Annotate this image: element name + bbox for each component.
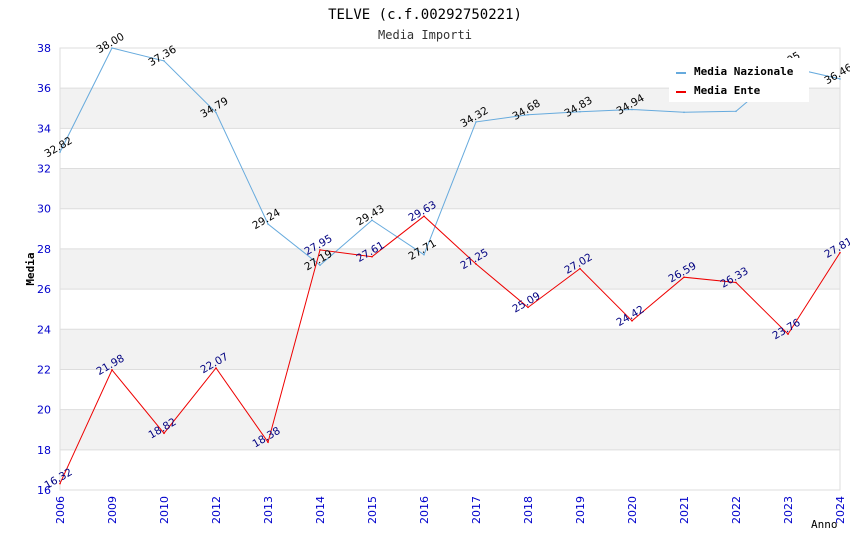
x-tick-label: 2015 <box>366 496 379 524</box>
x-tick-label: 2006 <box>54 496 67 524</box>
x-tick-label: 2020 <box>626 496 639 524</box>
x-tick-label: 2019 <box>574 496 587 524</box>
data-point <box>59 482 61 485</box>
x-tick-label: 2012 <box>210 496 223 524</box>
y-tick-label: 24 <box>37 323 51 336</box>
data-point <box>423 253 425 256</box>
chart-subtitle: Media Importi <box>378 28 472 42</box>
data-point <box>631 108 633 111</box>
data-point <box>839 251 841 254</box>
y-tick-label: 36 <box>37 82 51 95</box>
x-tick-label: 2024 <box>834 496 847 524</box>
data-label: 29.24 <box>250 207 282 233</box>
x-tick-label: 2023 <box>782 496 795 524</box>
data-point <box>735 281 737 284</box>
data-point <box>839 78 841 80</box>
data-point <box>475 121 477 123</box>
series-line-nazionale <box>59 47 841 266</box>
x-tick-label: 2014 <box>314 496 327 524</box>
y-tick-label: 38 <box>37 42 51 55</box>
x-tick-label: 2021 <box>678 496 691 524</box>
legend: Media Nazionale Media Ente <box>669 58 809 102</box>
gridlines <box>60 47 840 491</box>
grid-bands <box>60 88 840 450</box>
plot-area-border <box>59 47 841 491</box>
data-point <box>267 441 269 443</box>
x-tick-label: 2017 <box>470 496 483 524</box>
data-point <box>683 276 685 279</box>
data-label: 37.36 <box>146 43 178 69</box>
data-point <box>475 263 477 265</box>
legend-label-ente: Media Ente <box>694 84 761 97</box>
data-point <box>579 267 581 270</box>
x-tick-label: 2013 <box>262 496 275 524</box>
y-axis-label: Media <box>24 252 37 285</box>
legend-box <box>669 58 809 102</box>
data-point <box>111 47 113 49</box>
series-line-ente <box>59 215 841 484</box>
legend-label-nazionale: Media Nazionale <box>694 65 794 78</box>
data-label: 36.46 <box>822 61 850 87</box>
x-tick-label: 2009 <box>106 496 119 524</box>
data-point <box>163 432 165 435</box>
x-tick-label: 2016 <box>418 496 431 524</box>
y-tick-label: 28 <box>37 243 51 256</box>
data-point <box>735 110 737 113</box>
x-axis-label: Anno <box>811 518 838 531</box>
data-point <box>371 219 373 221</box>
data-point <box>111 369 113 371</box>
data-point <box>787 333 789 335</box>
data-point <box>631 320 633 322</box>
x-tick-label: 2010 <box>158 496 171 524</box>
y-tick-label: 30 <box>37 203 51 216</box>
data-label: 16.32 <box>42 466 74 491</box>
data-point <box>319 264 321 266</box>
data-point <box>371 255 373 258</box>
grid-band <box>60 248 840 290</box>
grid-band <box>60 329 840 370</box>
y-tick-label: 32 <box>37 163 51 176</box>
data-point <box>163 60 165 62</box>
y-tick-label: 18 <box>37 444 51 457</box>
data-label: 32.82 <box>42 135 74 160</box>
data-point <box>423 215 425 217</box>
grid-band <box>60 409 840 450</box>
data-point <box>683 111 685 114</box>
y-tick-label: 22 <box>37 363 51 376</box>
data-label: 38.00 <box>94 31 126 56</box>
data-point <box>215 367 217 369</box>
data-point <box>267 223 269 225</box>
series-lines <box>59 47 841 485</box>
data-point <box>527 306 529 309</box>
data-point <box>579 110 581 113</box>
x-tick-label: 2018 <box>522 496 535 524</box>
y-tick-label: 34 <box>37 122 51 135</box>
y-tick-label: 26 <box>37 283 51 296</box>
y-tick-label: 16 <box>37 484 51 497</box>
x-axis-ticks: 2006 2009 2010 2012 2013 2014 2015 2016 2017 2018… <box>54 496 847 524</box>
chart-title: TELVE (c.f.00292750221) <box>328 7 522 23</box>
data-label: 25.09 <box>510 290 542 315</box>
data-point <box>527 113 529 116</box>
y-tick-label: 20 <box>37 404 51 417</box>
data-point <box>319 249 321 251</box>
data-point <box>59 151 61 153</box>
x-tick-label: 2022 <box>730 496 743 524</box>
data-point <box>215 111 217 114</box>
y-axis-ticks: 16 18 20 22 24 26 28 30 32 34 36 38 <box>37 42 51 497</box>
